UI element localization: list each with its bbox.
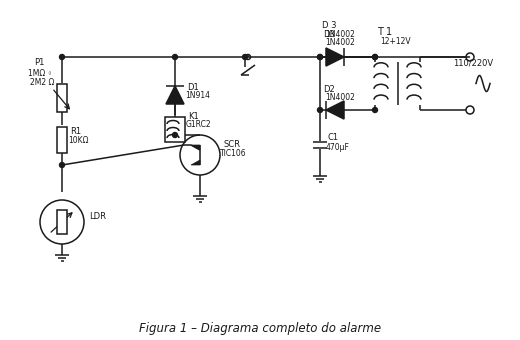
Circle shape [173, 133, 177, 137]
Text: D3: D3 [323, 30, 335, 39]
Text: D 3: D 3 [322, 21, 336, 30]
Text: Figura 1 – Diagrama completo do alarme: Figura 1 – Diagrama completo do alarme [139, 322, 381, 335]
Circle shape [372, 107, 378, 113]
Circle shape [242, 54, 248, 59]
Text: 1N914: 1N914 [185, 91, 210, 100]
Text: 2M2 Ω: 2M2 Ω [30, 78, 55, 87]
Circle shape [173, 54, 177, 59]
Polygon shape [191, 160, 200, 165]
Circle shape [318, 54, 322, 59]
FancyBboxPatch shape [165, 117, 185, 142]
Text: 1N4002: 1N4002 [325, 93, 355, 102]
Polygon shape [191, 145, 200, 150]
Text: 470μF: 470μF [326, 143, 350, 152]
Text: 110/220V: 110/220V [453, 58, 493, 68]
Text: 12+12V: 12+12V [380, 37, 411, 46]
Circle shape [59, 54, 64, 59]
Text: 10KΩ: 10KΩ [68, 136, 88, 145]
Polygon shape [326, 101, 344, 119]
Text: D2: D2 [323, 85, 335, 94]
Text: K1: K1 [188, 112, 199, 121]
Text: C1: C1 [328, 133, 339, 142]
Text: T 1: T 1 [378, 27, 393, 37]
Polygon shape [166, 86, 184, 104]
Text: 1N4002: 1N4002 [325, 38, 355, 47]
Circle shape [372, 54, 378, 59]
Circle shape [59, 163, 64, 168]
Text: R1: R1 [70, 127, 81, 136]
FancyBboxPatch shape [57, 127, 67, 153]
Text: 1N4002: 1N4002 [325, 30, 355, 39]
Text: D1: D1 [187, 83, 199, 92]
Text: SCR: SCR [223, 140, 240, 149]
Circle shape [372, 54, 378, 59]
Circle shape [318, 54, 322, 59]
Circle shape [318, 107, 322, 113]
Polygon shape [326, 48, 344, 66]
Text: G1RC2: G1RC2 [186, 120, 212, 129]
FancyBboxPatch shape [57, 210, 67, 234]
Text: TIC106: TIC106 [220, 149, 246, 158]
FancyBboxPatch shape [57, 84, 67, 112]
Text: P1: P1 [34, 58, 44, 67]
Text: 1MΩ ◦: 1MΩ ◦ [28, 69, 52, 78]
Text: LDR: LDR [89, 212, 106, 221]
